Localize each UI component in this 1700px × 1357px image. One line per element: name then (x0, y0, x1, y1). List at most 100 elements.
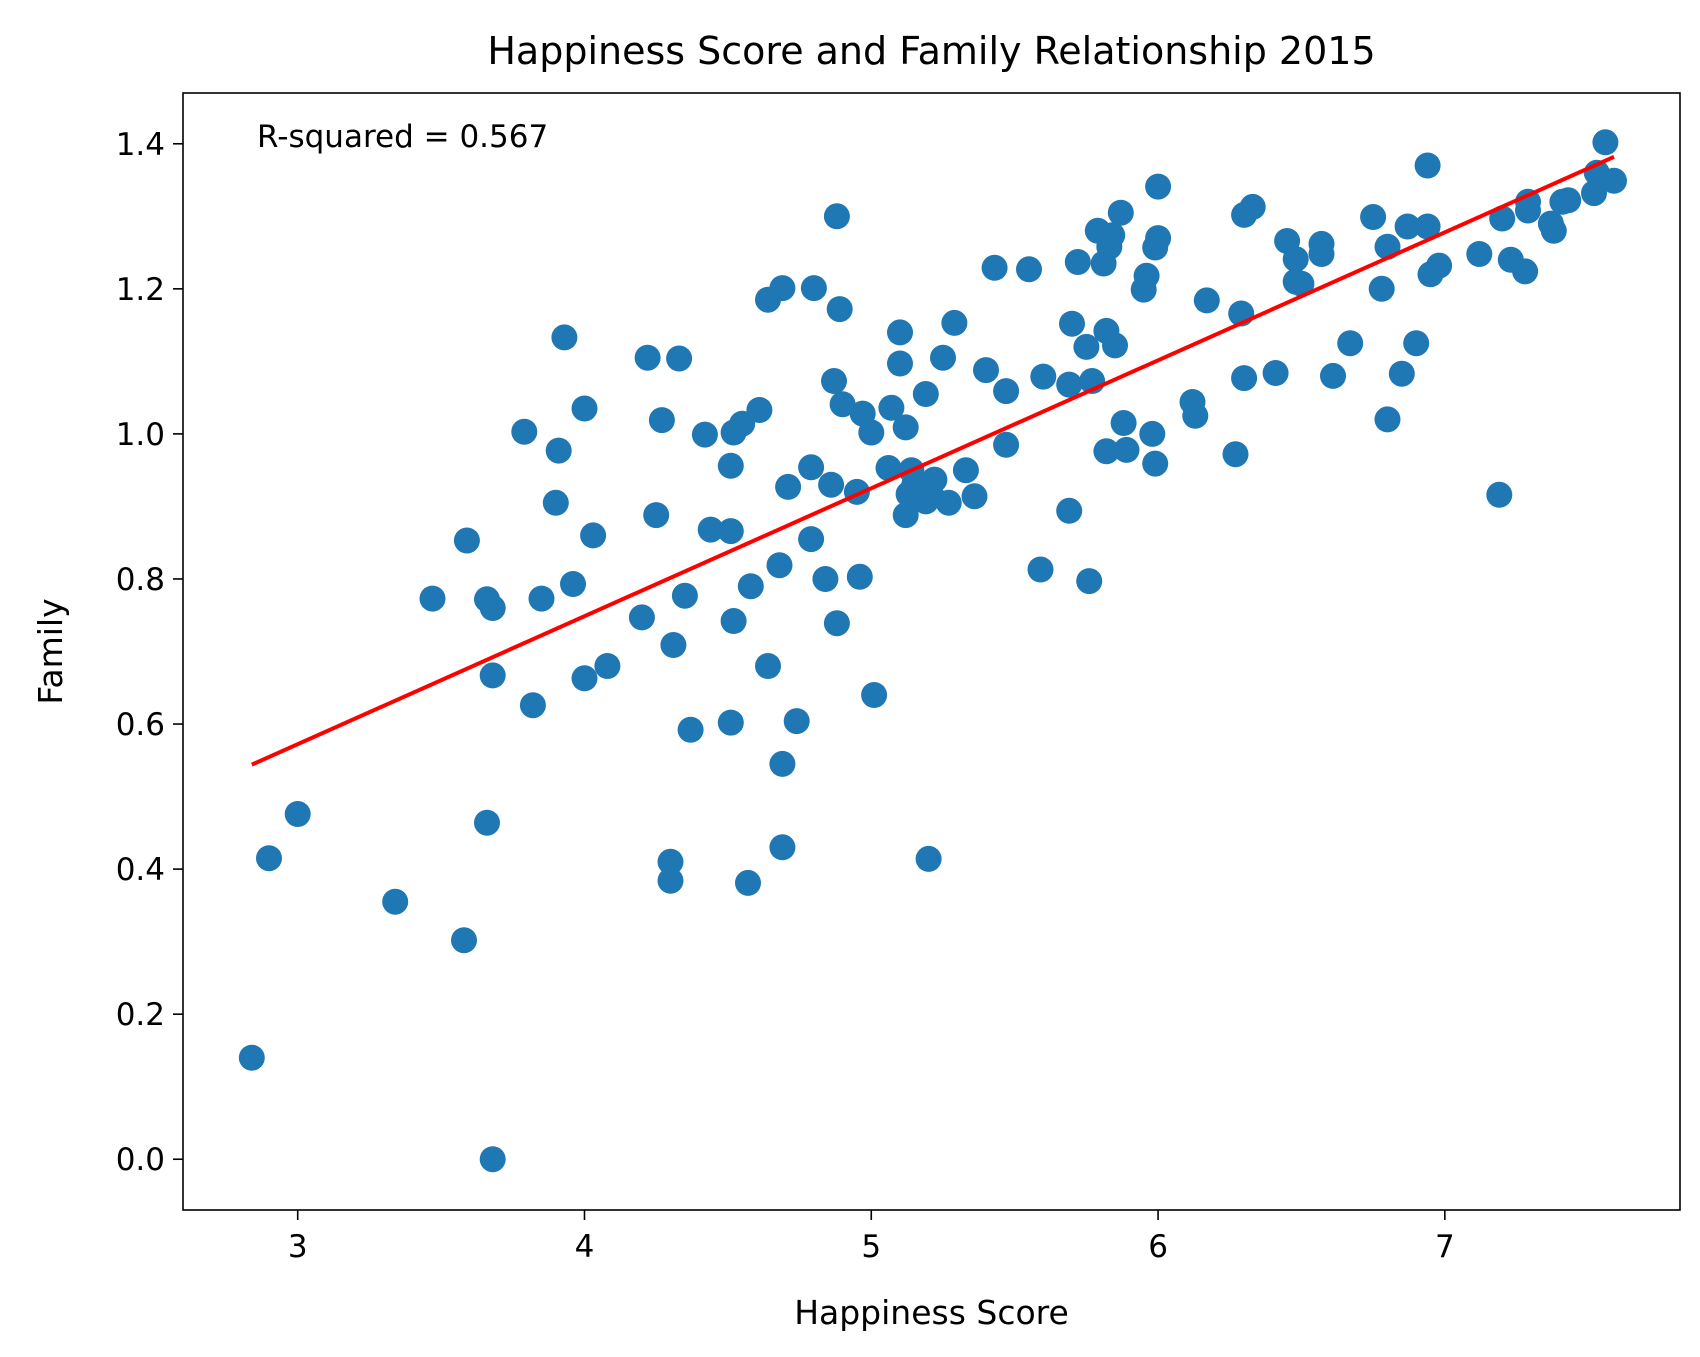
data-point (519, 692, 546, 719)
data-point (643, 502, 670, 529)
data-point (580, 522, 607, 549)
data-point (798, 454, 825, 481)
data-point (1056, 497, 1083, 524)
data-point (571, 665, 598, 692)
data-point (892, 502, 919, 529)
data-point (766, 552, 793, 579)
data-point (1102, 332, 1128, 359)
data-point (717, 709, 744, 736)
data-points (238, 129, 1627, 1173)
data-point (875, 455, 902, 481)
data-point (1337, 330, 1364, 357)
data-point (1030, 363, 1057, 390)
y-tick-label: 0.4 (116, 852, 165, 888)
data-point (1056, 371, 1083, 398)
data-point (1145, 225, 1172, 252)
data-point (1231, 365, 1258, 392)
data-point (1368, 275, 1395, 302)
data-point (1099, 222, 1126, 249)
y-axis-label: Family (31, 598, 70, 704)
chart-title: Happiness Score and Family Relationship … (487, 29, 1375, 73)
data-point (915, 845, 942, 872)
data-point (735, 869, 761, 896)
data-point (479, 1146, 506, 1173)
data-point (858, 419, 885, 446)
data-point (1073, 333, 1100, 360)
data-point (981, 254, 1008, 281)
data-point (930, 344, 956, 371)
data-point (717, 518, 744, 545)
data-point (648, 407, 675, 434)
data-point (769, 275, 796, 302)
data-point (737, 573, 764, 600)
data-point (1059, 310, 1085, 337)
data-point (1107, 199, 1134, 226)
data-point (846, 563, 873, 590)
y-tick-label: 0.8 (116, 562, 165, 598)
data-point (823, 203, 850, 230)
data-point (528, 585, 555, 612)
data-point (1466, 241, 1493, 267)
data-point (551, 324, 578, 351)
y-axis-ticks: 0.0 0.2 0.4 0.6 0.8 1.0 1.2 1.4 (116, 127, 183, 1178)
data-point (769, 834, 796, 861)
data-point (1113, 436, 1140, 463)
data-point (511, 418, 538, 445)
data-point (941, 309, 968, 336)
data-point (671, 582, 698, 609)
y-tick-label: 1.4 (116, 127, 165, 163)
data-point (812, 566, 839, 592)
data-point (1414, 213, 1441, 240)
data-point (571, 395, 598, 422)
data-point (451, 927, 477, 954)
y-tick-label: 0.0 (116, 1142, 165, 1178)
data-point (769, 750, 796, 777)
data-point (677, 716, 704, 743)
data-point (1093, 438, 1120, 465)
regression-line (251, 155, 1615, 767)
data-point (746, 397, 773, 423)
data-point (1288, 270, 1315, 297)
data-point (887, 319, 913, 346)
data-point (1320, 362, 1346, 389)
data-point (1076, 568, 1103, 595)
y-tick-label: 0.6 (116, 707, 165, 743)
data-point (775, 473, 802, 500)
data-point (892, 414, 919, 441)
data-point (1110, 410, 1137, 436)
regression-line-group (251, 155, 1615, 767)
data-point (419, 585, 446, 612)
data-point (1182, 402, 1209, 429)
data-point (1360, 204, 1387, 230)
data-point (826, 296, 853, 323)
data-point (1133, 262, 1160, 289)
x-tick-label: 3 (288, 1229, 308, 1265)
data-point (238, 1044, 265, 1071)
data-point (921, 466, 948, 493)
data-point (1512, 258, 1539, 285)
x-tick-label: 6 (1148, 1229, 1168, 1265)
data-point (1016, 256, 1042, 283)
data-point (594, 653, 621, 679)
data-point (755, 653, 781, 679)
data-point (1222, 441, 1249, 468)
data-point (479, 595, 506, 621)
data-point (256, 845, 282, 872)
data-point (1394, 213, 1421, 240)
data-point (634, 344, 661, 371)
data-point (818, 471, 845, 498)
data-point (545, 437, 572, 464)
data-point (829, 391, 856, 418)
plot-area-frame (182, 92, 1681, 1211)
data-point (474, 809, 500, 836)
data-point (1239, 193, 1266, 220)
data-point (993, 378, 1020, 405)
data-point (717, 452, 744, 479)
data-point (560, 571, 586, 597)
data-point (861, 682, 888, 708)
data-point (1486, 481, 1513, 508)
data-point (1426, 252, 1453, 279)
data-point (1414, 152, 1441, 179)
y-tick-label: 1.0 (116, 417, 165, 453)
